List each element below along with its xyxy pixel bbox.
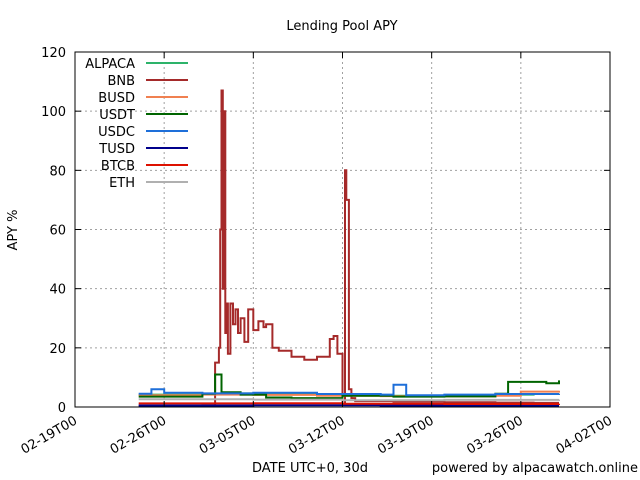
x-tick-label: 02-26T00	[108, 413, 169, 457]
y-axis-label: APY %	[6, 210, 21, 251]
legend-label-btcb: BTCB	[101, 159, 135, 174]
y-tick-label: 100	[41, 105, 66, 120]
legend-label-busd: BUSD	[98, 91, 135, 106]
x-tick-label: 03-26T00	[464, 413, 525, 457]
series-line-bnb	[138, 89, 559, 407]
legend-label-usdt: USDT	[99, 108, 135, 123]
x-tick-label: 02-19T00	[19, 413, 80, 457]
grid	[75, 52, 610, 407]
series-line-usdc	[138, 383, 560, 397]
legend-label-usdc: USDC	[98, 125, 135, 140]
x-tick-label: 03-19T00	[375, 413, 436, 457]
series-line-usdt	[138, 373, 560, 400]
y-tick-label: 120	[41, 46, 66, 61]
series-line-btcb	[138, 402, 560, 405]
legend-label-tusd: TUSD	[98, 142, 135, 157]
series-layer	[138, 89, 560, 407]
legend-label-alpaca: ALPACA	[85, 57, 135, 72]
series-line-eth	[138, 398, 560, 402]
legend: ALPACA BNB BUSD USDT USDC TUSD BTCB ETH	[85, 57, 188, 191]
legend-label-bnb: BNB	[107, 74, 135, 89]
y-tick-label: 60	[49, 224, 66, 239]
chart-title: Lending Pool APY	[286, 19, 397, 34]
x-tick-label: 03-05T00	[197, 413, 258, 457]
legend-label-eth: ETH	[109, 176, 135, 191]
x-tick-label: 03-12T00	[286, 413, 347, 457]
y-tick-label: 20	[49, 342, 66, 357]
credit-text: powered by alpacawatch.online	[432, 461, 638, 476]
y-tick-label: 0	[58, 401, 66, 416]
x-tick-label: 04-02T00	[554, 413, 615, 457]
y-tick-label: 80	[49, 164, 66, 179]
y-tick-label: 40	[49, 283, 66, 298]
x-axis-label: DATE UTC+0, 30d	[252, 461, 368, 476]
